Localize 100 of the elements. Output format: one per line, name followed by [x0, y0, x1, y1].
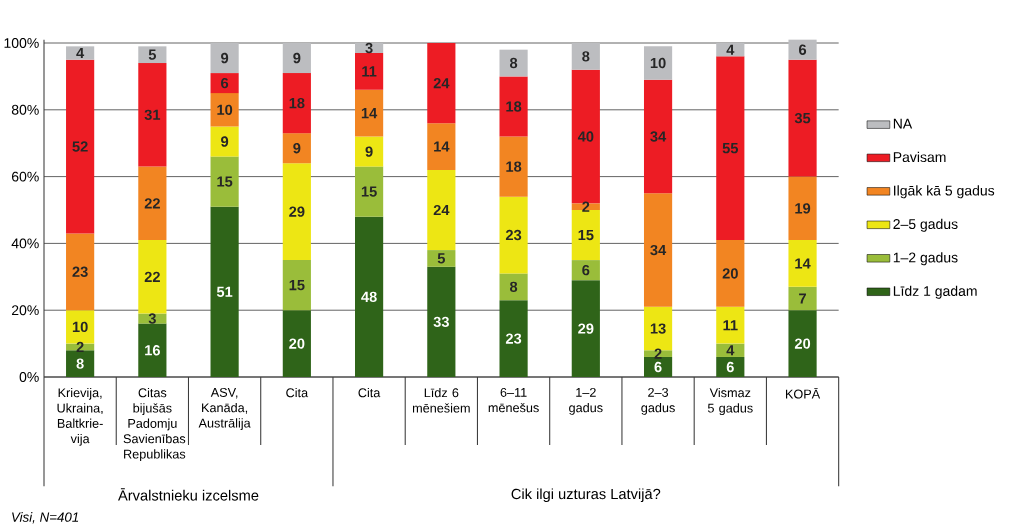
data-label: 29 [578, 323, 594, 334]
bar [355, 166, 384, 217]
data-label: 15 [361, 186, 377, 197]
legend-label: 1–2 gadus [893, 252, 958, 266]
bar [571, 210, 600, 261]
bar [788, 59, 817, 177]
text: Ārvalstnieku izcelsme [118, 488, 259, 501]
bar [427, 169, 456, 251]
x-tick-label: Cita [358, 387, 381, 398]
bar [499, 49, 528, 77]
x-tick-label: 2–3 gadus [641, 387, 675, 415]
data-label: 13 [650, 323, 666, 334]
data-label: 18 [506, 101, 522, 112]
y-tick-label: 60% [11, 171, 39, 182]
bar [66, 233, 95, 311]
data-label: 52 [72, 141, 88, 152]
bar [716, 56, 745, 241]
data-label: 23 [505, 333, 522, 344]
data-label: 20 [289, 338, 305, 349]
bar [499, 76, 528, 137]
data-label: 55 [722, 143, 739, 154]
bar [282, 73, 311, 134]
bar [138, 46, 167, 64]
data-label: 5 [437, 253, 445, 264]
data-label: 5 [148, 49, 157, 60]
bar [499, 273, 528, 301]
data-label: 15 [578, 229, 594, 241]
bar [499, 136, 528, 197]
data-label: 2 [654, 348, 662, 359]
bar [138, 166, 167, 241]
x-tick-label: 6–11 mēnešus [488, 387, 539, 413]
bar [138, 323, 167, 377]
data-label: 8 [582, 51, 590, 62]
data-label: 9 [221, 136, 229, 147]
data-label: 33 [433, 316, 449, 328]
data-label: 23 [72, 266, 88, 277]
bar [716, 356, 745, 377]
data-label: 10 [217, 104, 233, 115]
data-label: 16 [145, 345, 160, 356]
bar [427, 266, 456, 377]
bar [499, 196, 528, 274]
bar [571, 280, 600, 377]
bar [427, 123, 456, 170]
x-tick-label: Citas bijušās Padomju Savienības Republikas [123, 387, 186, 462]
bar [571, 203, 600, 210]
data-label: 22 [144, 271, 160, 282]
data-label: 3 [148, 313, 156, 324]
data-label: 9 [221, 52, 229, 64]
bar [210, 206, 239, 377]
bar [788, 310, 817, 377]
bar [210, 93, 239, 127]
bar [716, 240, 745, 307]
data-label: 20 [722, 268, 738, 279]
bar [355, 89, 384, 137]
bar [788, 240, 817, 287]
data-label: 6 [654, 361, 662, 373]
data-label: 51 [216, 286, 233, 297]
bar [427, 250, 456, 267]
data-label: 15 [217, 176, 233, 187]
data-label: 3 [365, 42, 373, 54]
data-label: 4 [726, 44, 735, 55]
bar [355, 53, 384, 90]
bar [571, 260, 600, 281]
bar [210, 73, 239, 94]
x-tick-label: 1–2 gadus [569, 387, 603, 415]
data-label: 11 [362, 66, 377, 77]
data-label: 15 [289, 280, 305, 291]
x-tick-label: ASV, Kanāda, Austrālija [198, 387, 251, 431]
data-label: 6 [799, 44, 807, 55]
data-label: 48 [361, 291, 377, 303]
bar [571, 43, 600, 70]
data-label: 18 [506, 161, 522, 172]
bar [788, 39, 817, 60]
data-label: 19 [795, 203, 811, 214]
legend-label: Pavisam [893, 151, 946, 163]
text: Visi, N=401 [12, 512, 79, 524]
x-tick-label: Cita [286, 387, 309, 398]
data-label: 2 [582, 201, 590, 212]
data-label: 14 [361, 108, 378, 119]
data-label: 9 [293, 143, 301, 154]
bar [355, 216, 384, 377]
data-label: 8 [509, 281, 518, 293]
data-label: 7 [799, 293, 806, 304]
bar [643, 79, 673, 194]
y-tick-label: 0% [19, 372, 39, 382]
bar [66, 350, 95, 377]
data-label: 14 [434, 141, 450, 152]
bar [643, 46, 673, 80]
data-label: 6 [726, 361, 734, 373]
bar [282, 133, 311, 164]
data-label: 35 [794, 112, 811, 124]
data-label: 8 [76, 358, 84, 369]
bar [138, 63, 167, 167]
data-label: 22 [144, 198, 160, 209]
data-label: 34 [650, 244, 667, 256]
bar [355, 136, 384, 167]
text: Cik ilgi uzturas Latvijā? [511, 488, 661, 503]
data-label: 31 [144, 109, 161, 121]
bar [643, 350, 673, 357]
bar [282, 43, 311, 74]
